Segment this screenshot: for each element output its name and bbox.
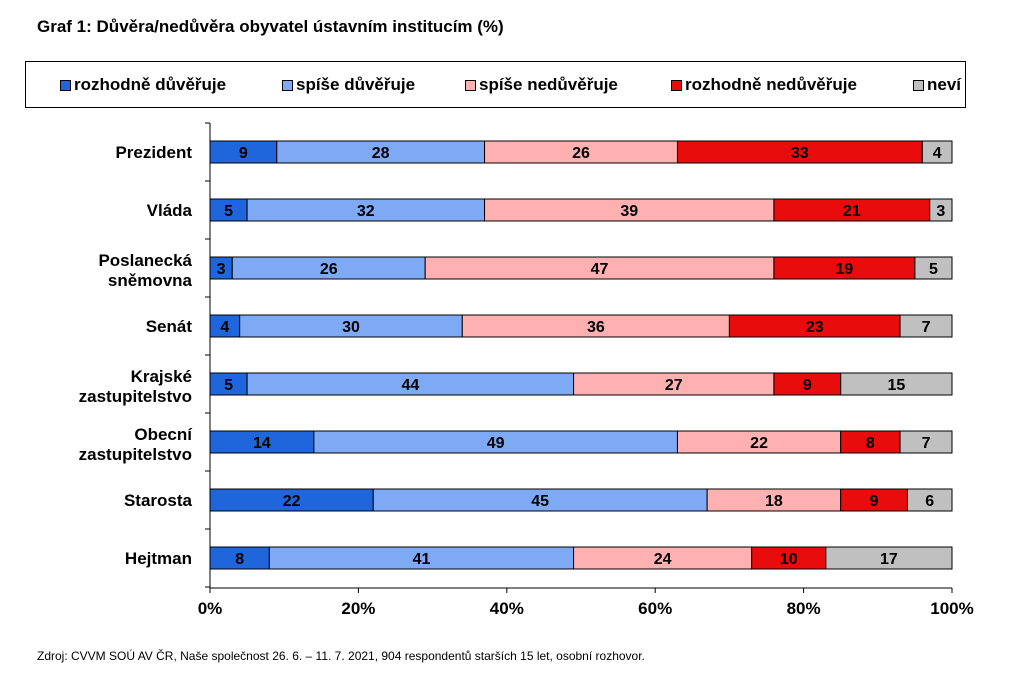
bar-segment-prezident-nevi: [921, 140, 953, 164]
category-label: Krajské: [131, 367, 192, 386]
legend-label-nevi: neví: [927, 75, 962, 94]
legend-item-spise-neduveruje: spíše nedůvěřuje: [465, 75, 618, 95]
bar-value-label: 18: [765, 493, 783, 510]
legend-label-rozhodne-neduveruje: rozhodně nedůvěřuje: [685, 75, 857, 94]
bar-value-label: 9: [803, 377, 812, 394]
bar-value-label: 28: [372, 145, 390, 162]
x-tick-label: 0%: [198, 599, 223, 618]
legend-label-spise-neduveruje: spíše nedůvěřuje: [479, 75, 618, 94]
legend-item-rozhodne-duveruje: rozhodně důvěřuje: [60, 75, 226, 95]
legend-item-rozhodne-neduveruje: rozhodně nedůvěřuje: [671, 75, 857, 95]
bar-value-label: 17: [880, 551, 898, 568]
bar-segment-vlada-nevi: [929, 198, 953, 222]
legend-label-spise-duveruje: spíše důvěřuje: [296, 75, 416, 94]
category-label: sněmovna: [108, 271, 193, 290]
bar-value-label: 9: [870, 493, 879, 510]
bar-value-label: 10: [780, 551, 798, 568]
bar-value-label: 24: [654, 551, 672, 568]
category-label: Hejtman: [125, 549, 192, 568]
legend-swatch-spise-neduveruje: [465, 79, 476, 91]
category-label: Senát: [146, 317, 193, 336]
category-label: Prezident: [115, 143, 192, 162]
bar-value-label: 14: [253, 435, 271, 452]
category-label: zastupitelstvo: [79, 387, 192, 406]
bar-value-label: 15: [887, 377, 905, 394]
bar-value-label: 36: [587, 319, 605, 336]
bar-value-label: 6: [925, 493, 934, 510]
bar-value-label: 32: [357, 203, 375, 220]
bar-value-label: 22: [750, 435, 768, 452]
bar-value-label: 5: [224, 377, 233, 394]
category-label: Obecní: [134, 425, 193, 444]
chart-title: Graf 1: Důvěra/nedůvěra obyvatel ústavní…: [37, 16, 504, 38]
bar-segment-obecni-zastupitelstvo-nevi: [899, 430, 953, 454]
bar-value-label: 9: [239, 145, 248, 162]
bar-value-label: 26: [320, 261, 338, 278]
bar-value-label: 7: [922, 319, 931, 336]
bar-value-label: 23: [806, 319, 824, 336]
category-label: Starosta: [124, 491, 193, 510]
bar-value-label: 21: [843, 203, 861, 220]
bar-value-label: 4: [220, 319, 229, 336]
legend-swatch-spise-duveruje: [282, 79, 293, 91]
chart-legend: rozhodně důvěřuje spíše důvěřuje spíše n…: [25, 61, 966, 108]
bar-value-label: 8: [235, 551, 244, 568]
bar-value-label: 41: [413, 551, 431, 568]
x-tick-label: 20%: [341, 599, 375, 618]
bar-segment-poslanecka-snemovna-nevi: [914, 256, 953, 280]
legend-item-spise-duveruje: spíše důvěřuje: [282, 75, 415, 95]
category-label: Poslanecká: [98, 251, 192, 270]
bar-value-label: 3: [217, 261, 226, 278]
bar-value-label: 30: [342, 319, 360, 336]
legend-swatch-rozhodne-neduveruje: [671, 79, 682, 91]
chart-source-note: Zdroj: CVVM SOÚ AV ČR, Naše společnost 2…: [37, 649, 645, 663]
bar-value-label: 8: [866, 435, 875, 452]
bar-value-label: 47: [591, 261, 609, 278]
chart-title-prefix: Graf 1:: [37, 17, 92, 36]
bar-value-label: 26: [572, 145, 590, 162]
bar-value-label: 5: [929, 261, 938, 278]
bar-value-label: 44: [401, 377, 419, 394]
x-tick-label: 40%: [490, 599, 524, 618]
bar-segment-hejtman-nevi: [825, 546, 953, 570]
bar-value-label: 22: [283, 493, 301, 510]
category-label: Vláda: [147, 201, 193, 220]
x-tick-label: 100%: [930, 599, 973, 618]
bar-segment-starosta-nevi: [906, 488, 953, 512]
x-tick-label: 80%: [787, 599, 821, 618]
bar-value-label: 3: [936, 203, 945, 220]
bar-value-label: 5: [224, 203, 233, 220]
bar-value-label: 27: [665, 377, 683, 394]
legend-label-rozhodne-duveruje: rozhodně důvěřuje: [74, 75, 227, 94]
bar-value-label: 39: [620, 203, 638, 220]
legend-swatch-rozhodne-duveruje: [60, 79, 71, 91]
bar-value-label: 4: [933, 145, 942, 162]
bar-value-label: 45: [531, 493, 549, 510]
bar-segment-senat-nevi: [899, 314, 953, 338]
bar-value-label: 7: [922, 435, 931, 452]
bar-segment-krajske-zastupitelstvo-nevi: [840, 372, 953, 396]
category-label: zastupitelstvo: [79, 445, 192, 464]
legend-swatch-nevi: [913, 79, 924, 91]
bar-value-label: 49: [487, 435, 505, 452]
bar-value-label: 33: [791, 145, 809, 162]
chart-title-text: Důvěra/nedůvěra obyvatel ústavním instit…: [96, 17, 504, 36]
x-tick-label: 60%: [638, 599, 672, 618]
legend-item-nevi: neví: [913, 75, 961, 95]
bar-value-label: 19: [836, 261, 854, 278]
